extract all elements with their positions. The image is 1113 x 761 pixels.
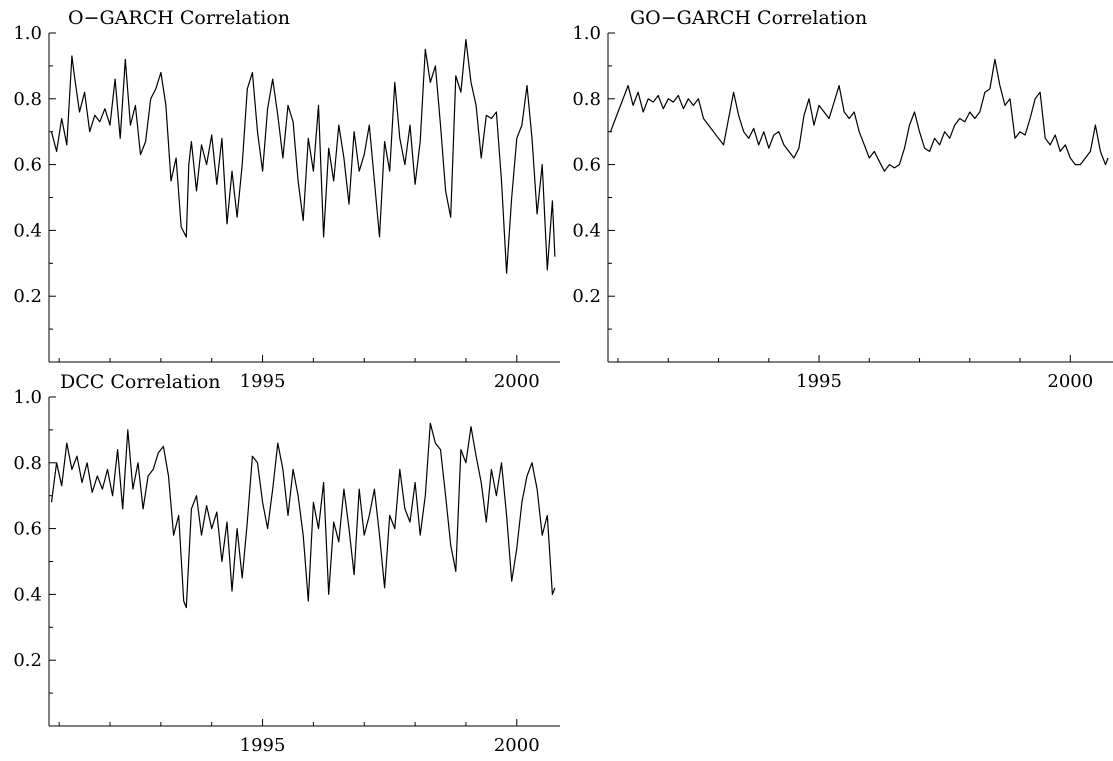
y-tick-label: 1.0 <box>13 23 42 44</box>
x-tick-label: 1995 <box>240 371 286 392</box>
y-tick-label: 0.2 <box>13 650 42 671</box>
chart-panel-1: 0.2 0.4 0.6 0.8 1.0 1995 2000 O−GARCH Correlati… <box>13 7 560 392</box>
x-tick-label: 1995 <box>240 735 286 756</box>
x-tick-label: 2000 <box>1047 371 1093 392</box>
y-tick-label: 0.4 <box>13 220 42 241</box>
y-tick-label: 1.0 <box>13 387 42 408</box>
y-tick-label: 0.4 <box>572 220 601 241</box>
series-line <box>50 39 556 274</box>
y-tick-label: 0.6 <box>13 519 42 540</box>
chart-panel-2: 0.2 0.4 0.6 0.8 1.0 1995 2000 GO−GARCH Correlat… <box>572 7 1113 392</box>
y-tick-label: 0.8 <box>13 89 42 110</box>
y-tick-label: 0.2 <box>13 286 42 307</box>
chart-title: DCC Correlation <box>60 371 221 393</box>
y-tick-label: 0.6 <box>13 155 42 176</box>
y-tick-label: 0.4 <box>13 584 42 605</box>
series-line <box>609 58 1109 172</box>
chart-title: O−GARCH Correlation <box>68 7 290 29</box>
y-tick-label: 0.8 <box>572 89 601 110</box>
y-tick-label: 0.8 <box>13 453 42 474</box>
x-tick-label: 1995 <box>796 371 842 392</box>
chart-panel-3: 0.2 0.4 0.6 0.8 1.0 1995 2000 DCC Correlation <box>13 371 560 756</box>
y-tick-label: 1.0 <box>572 23 601 44</box>
y-tick-label: 0.6 <box>572 155 601 176</box>
chart-title: GO−GARCH Correlation <box>630 7 867 29</box>
x-tick-label: 2000 <box>494 735 540 756</box>
y-tick-label: 0.2 <box>572 286 601 307</box>
series-line <box>50 422 556 609</box>
x-tick-label: 2000 <box>494 371 540 392</box>
